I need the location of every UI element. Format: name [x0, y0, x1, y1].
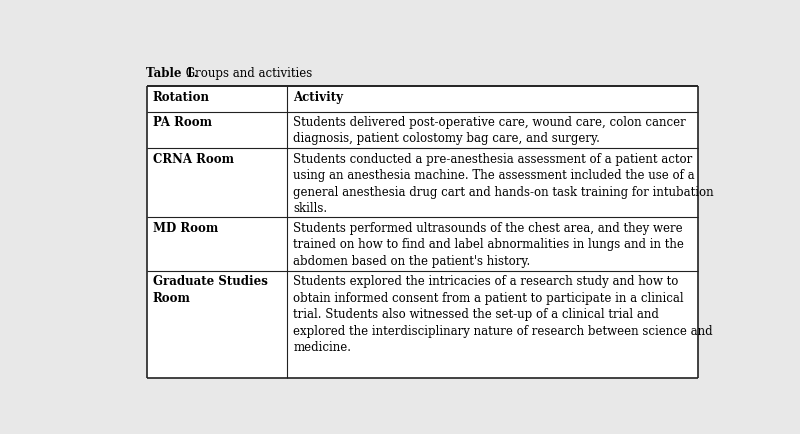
Text: PA Room: PA Room	[153, 115, 212, 128]
Text: MD Room: MD Room	[153, 221, 218, 234]
Text: Students delivered post-operative care, wound care, colon cancer
diagnosis, pati: Students delivered post-operative care, …	[294, 115, 686, 145]
Text: Students performed ultrasounds of the chest area, and they were
trained on how t: Students performed ultrasounds of the ch…	[294, 221, 684, 267]
Text: Activity: Activity	[294, 91, 343, 103]
Text: Graduate Studies
Room: Graduate Studies Room	[153, 275, 267, 304]
Text: Rotation: Rotation	[153, 91, 210, 103]
Text: CRNA Room: CRNA Room	[153, 152, 234, 165]
Text: Students conducted a pre-anesthesia assessment of a patient actor
using an anest: Students conducted a pre-anesthesia asse…	[294, 152, 714, 215]
Text: Table 1.: Table 1.	[146, 67, 198, 80]
Bar	[146, 87, 698, 378]
Text: Students explored the intricacies of a research study and how to
obtain informed: Students explored the intricacies of a r…	[294, 275, 713, 353]
Text: Groups and activities: Groups and activities	[182, 67, 313, 80]
